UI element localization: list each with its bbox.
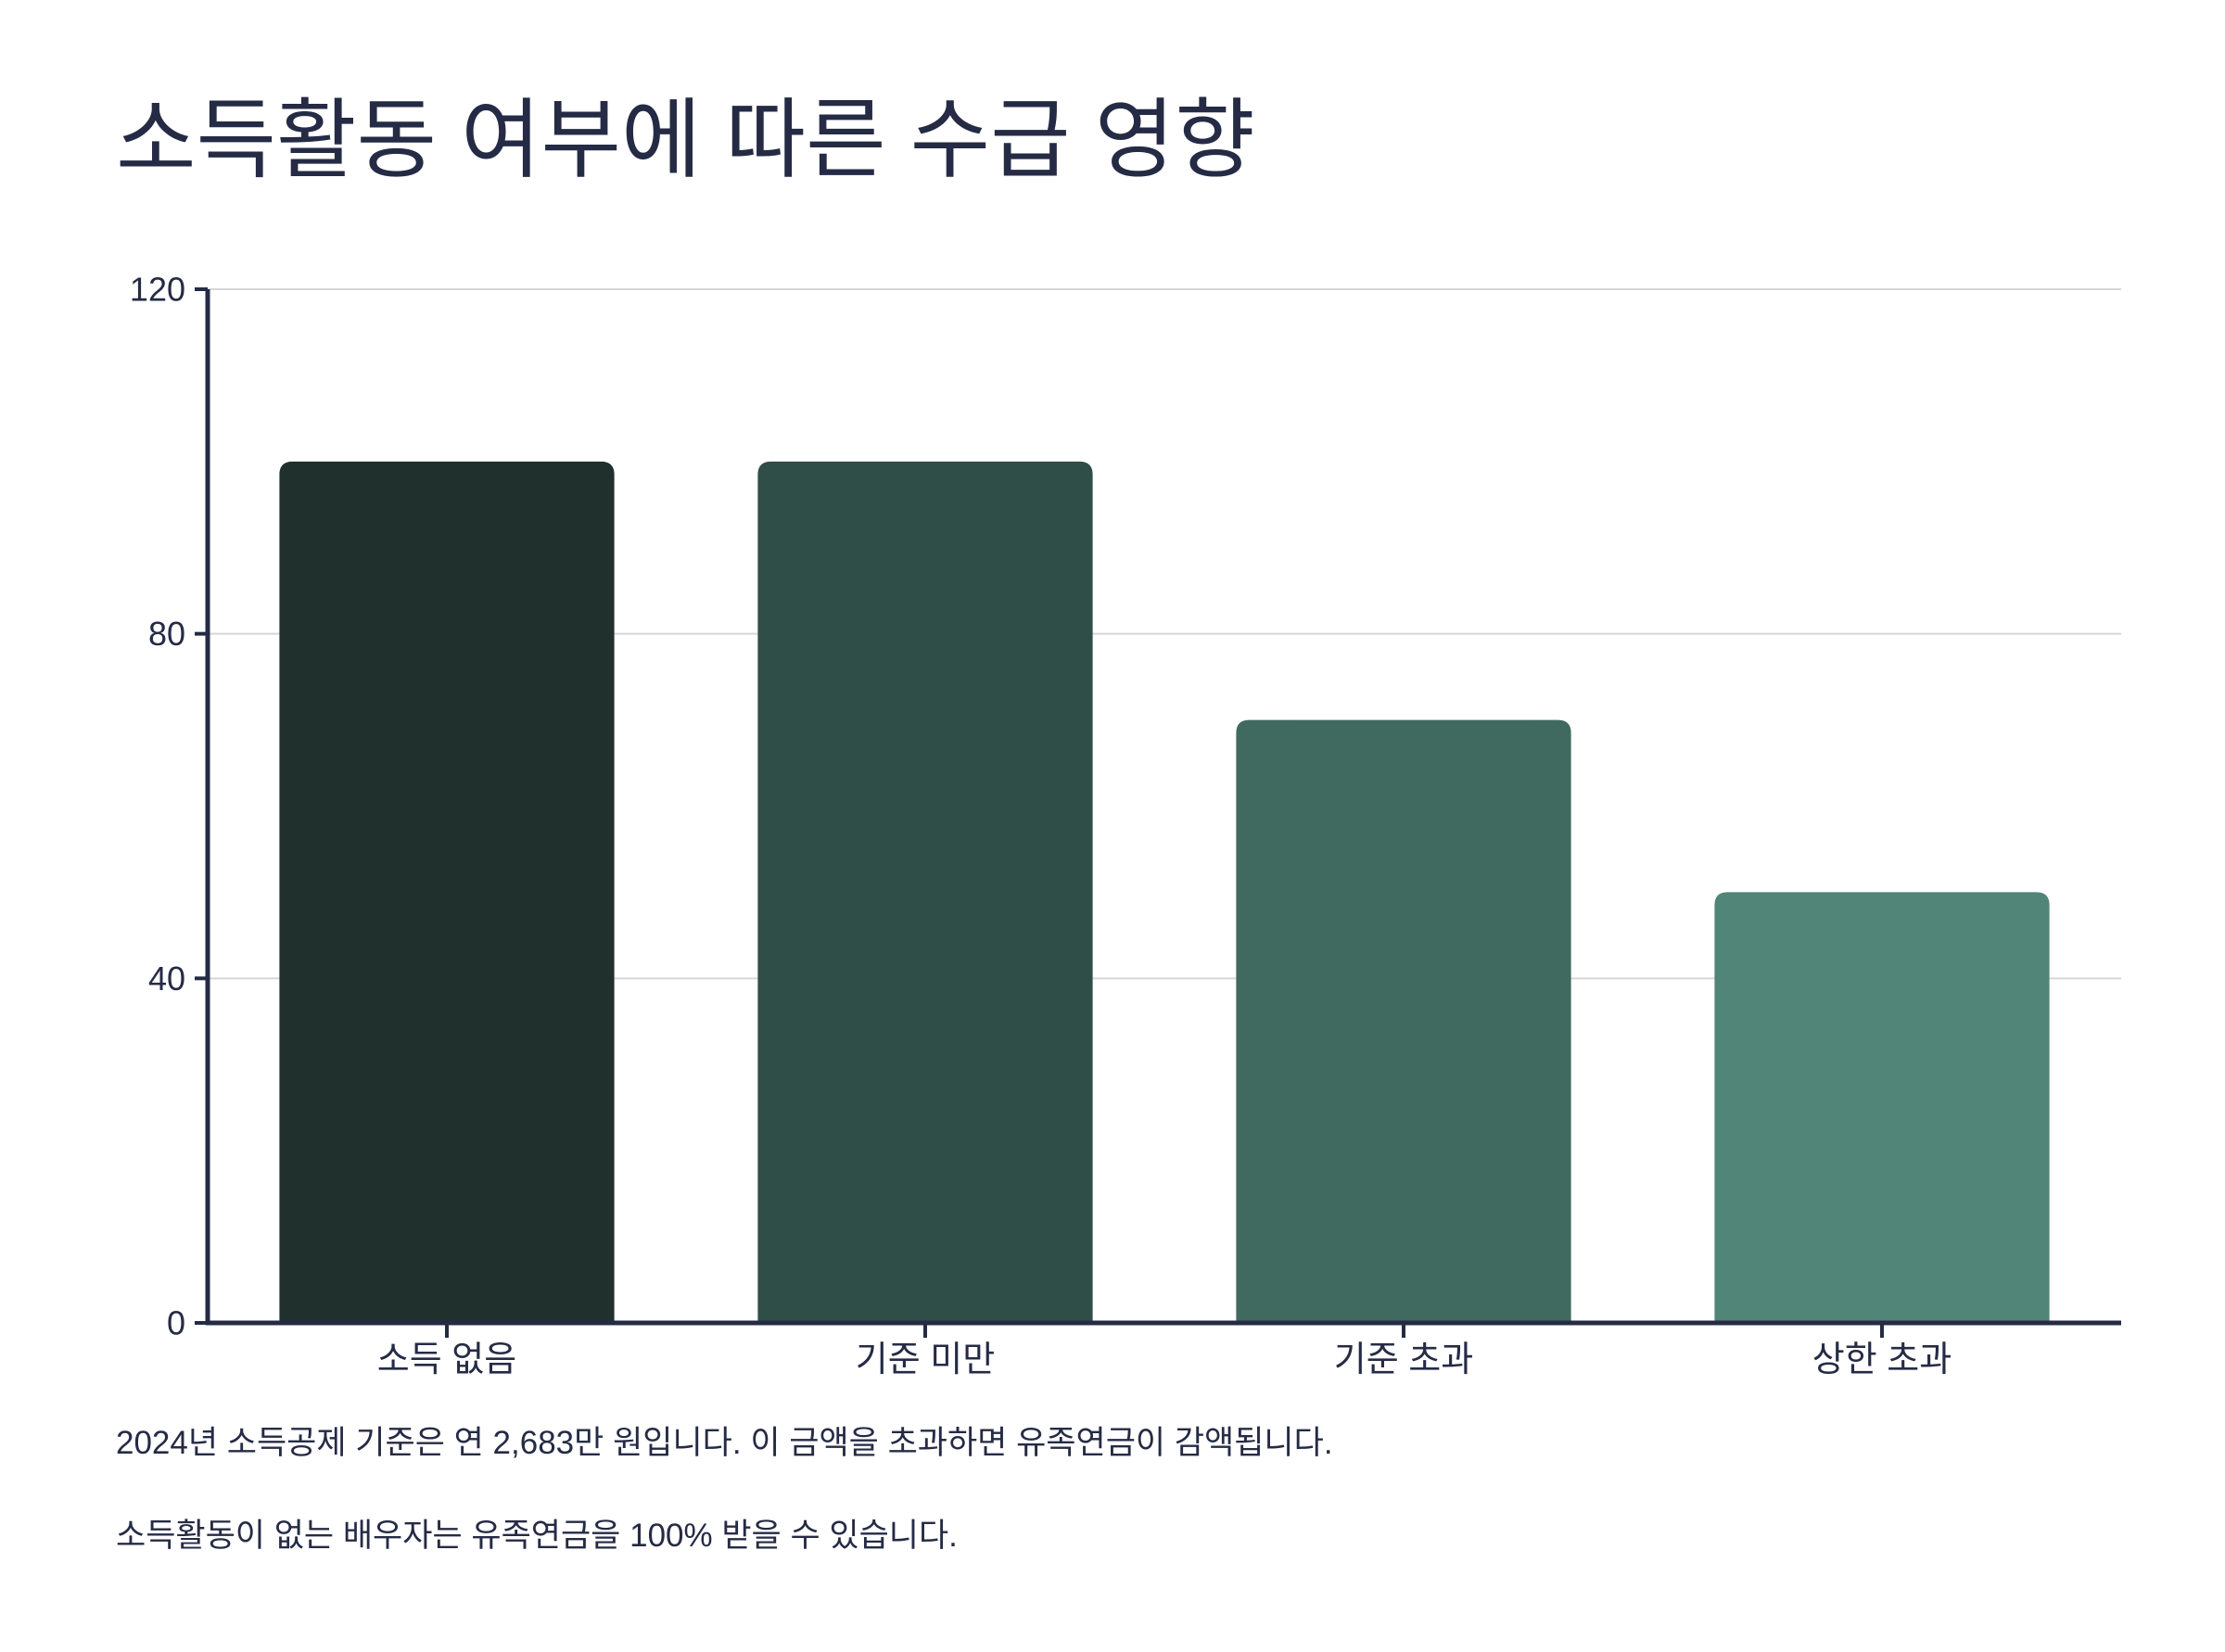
footnote-full-pension: 소득활동이 없는 배우자는 유족연금을 100% 받을 수 있습니다.: [116, 1518, 958, 1554]
y-tick-label: 80: [148, 615, 185, 653]
y-tick-label: 120: [130, 271, 185, 309]
axes: 0 40 80 120 소득 없음 기준 미만 기준 초과 상한 초과: [130, 271, 2121, 1379]
y-tick-label: 0: [167, 1304, 185, 1342]
bar: [1236, 719, 1571, 1323]
chart-title: 소득활동 여부에 따른 수급 영향: [116, 91, 1255, 188]
x-tick-label: 소득 없음: [377, 1341, 516, 1379]
x-tick-label: 상한 초과: [1812, 1341, 1952, 1379]
bar: [279, 461, 615, 1323]
footnote-income-threshold: 2024년 소득공제 기준은 연 2,683만 원입니다. 이 금액을 초과하면…: [116, 1425, 1333, 1461]
x-tick-label: 기준 초과: [1334, 1341, 1473, 1379]
bars: [279, 461, 2050, 1323]
y-tick-label: 40: [148, 959, 185, 998]
bar: [1714, 892, 2050, 1323]
x-tick-label: 기준 미만: [856, 1341, 995, 1379]
bar: [757, 461, 1093, 1323]
